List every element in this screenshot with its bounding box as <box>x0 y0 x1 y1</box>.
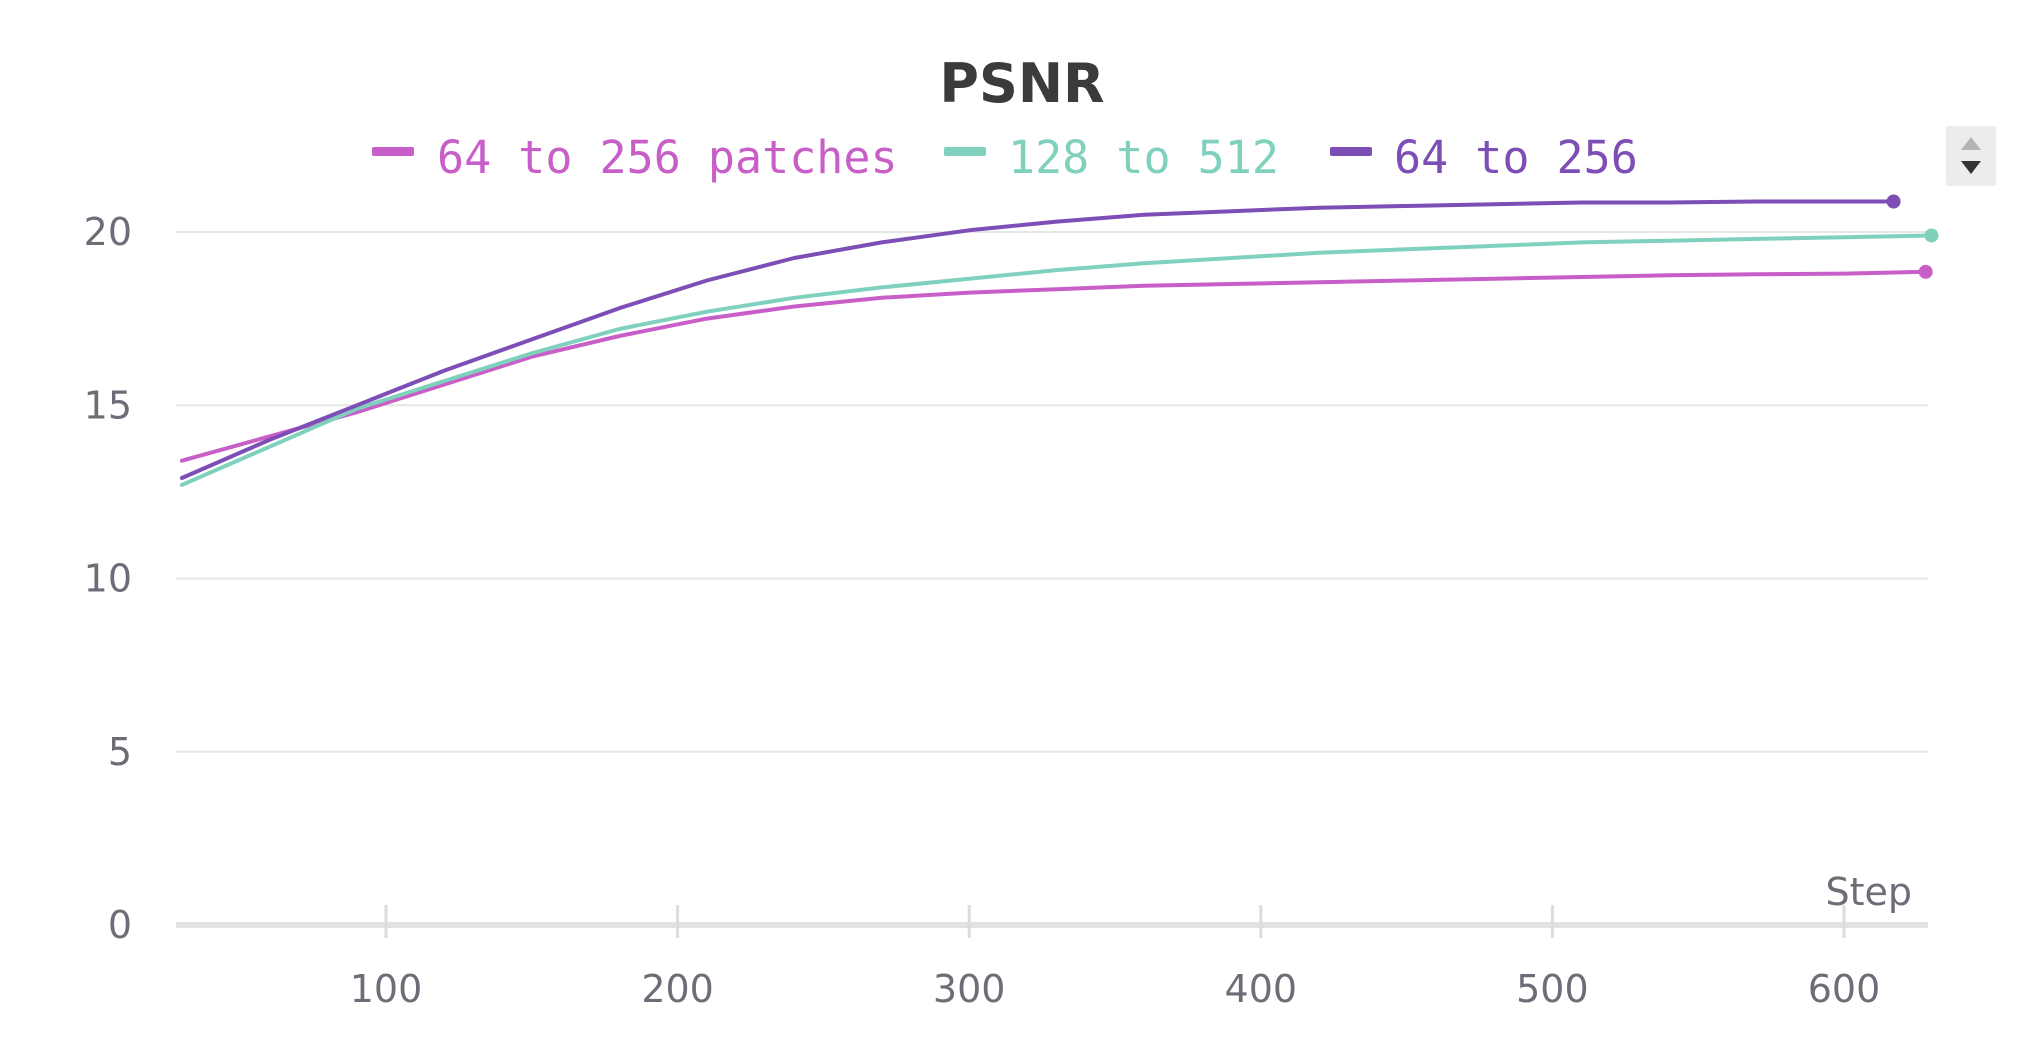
legend-label: 64 to 256 <box>1394 131 1638 184</box>
legend-label: 64 to 256 patches <box>437 131 898 184</box>
legend-swatch <box>944 147 986 156</box>
x-tick-label: 200 <box>641 967 714 1011</box>
x-tick-label: 100 <box>350 967 423 1011</box>
grid <box>176 231 1928 753</box>
series-group <box>179 194 1939 487</box>
legend-scroll-control[interactable] <box>1946 126 1996 186</box>
y-tick-label: 10 <box>84 557 132 601</box>
series-end-point-1[interactable] <box>1918 264 1933 279</box>
triangle-down-icon[interactable] <box>1961 161 1981 174</box>
legend-swatch <box>1330 147 1372 156</box>
x-tick-label: 500 <box>1516 967 1589 1011</box>
legend-item-3[interactable]: 64 to 256 <box>1330 131 1638 184</box>
triangle-up-icon[interactable] <box>1961 137 1981 150</box>
y-tick-label: 0 <box>108 903 132 947</box>
series-end-point-3[interactable] <box>1886 194 1901 209</box>
chart-title: PSNR <box>939 52 1104 115</box>
x-axis: 100 200 300 400 500 600 <box>176 905 1928 1011</box>
x-tick-label: 400 <box>1225 967 1298 1011</box>
legend-item-1[interactable]: 64 to 256 patches <box>372 131 898 184</box>
legend-item-2[interactable]: 128 to 512 <box>944 131 1279 184</box>
series-line-2[interactable] <box>179 233 1934 487</box>
legend: 64 to 256 patches 128 to 512 64 to 256 <box>372 131 1638 184</box>
series-line-1[interactable] <box>179 269 1928 463</box>
y-tick-label: 15 <box>84 383 132 427</box>
x-tick-label: 600 <box>1808 967 1881 1011</box>
series-line-3[interactable] <box>179 199 1896 480</box>
y-tick-label: 5 <box>108 730 132 774</box>
y-axis: 0 5 10 15 20 <box>84 210 132 947</box>
x-tick-label: 300 <box>933 967 1006 1011</box>
legend-label: 128 to 512 <box>1008 131 1279 184</box>
y-tick-label: 20 <box>84 210 132 254</box>
x-axis-label: Step <box>1825 870 1912 914</box>
series-end-point-2[interactable] <box>1924 228 1939 243</box>
legend-swatch <box>372 147 414 156</box>
